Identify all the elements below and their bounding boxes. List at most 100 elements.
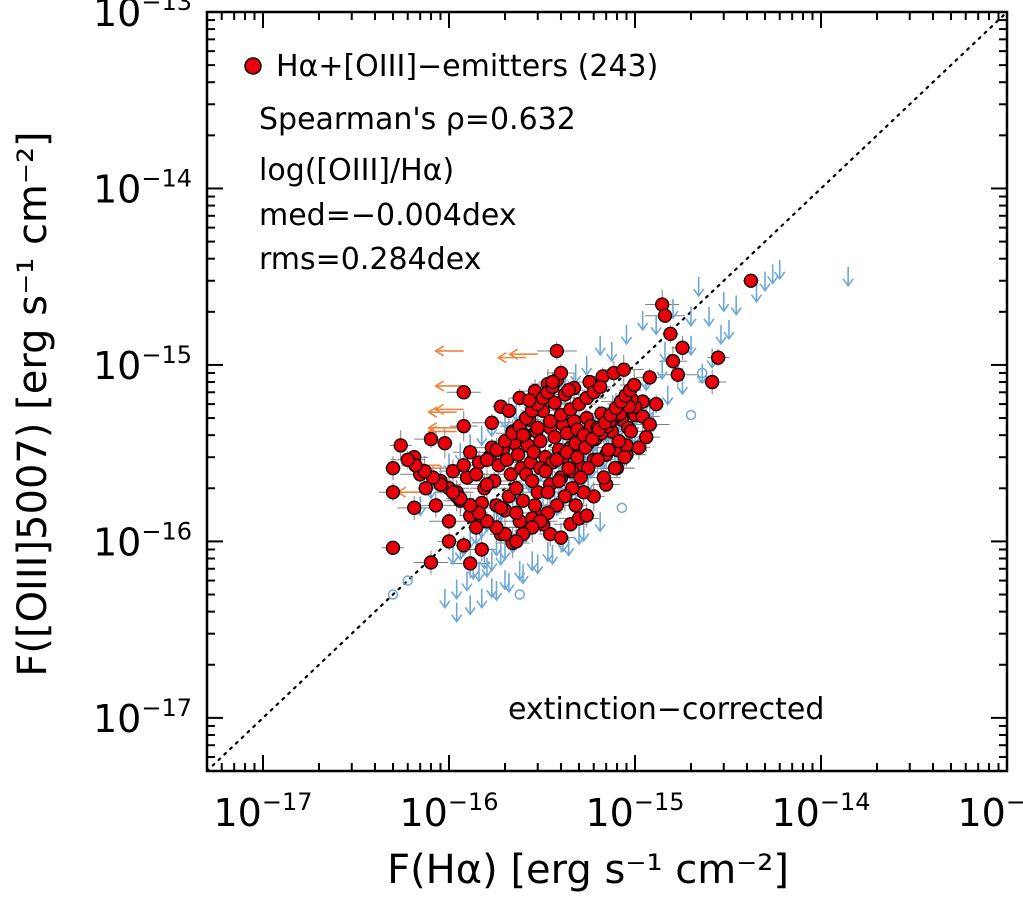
emitter-point [501, 403, 517, 418]
arrow-head [620, 336, 633, 346]
emitter-point [711, 350, 726, 365]
arrow-head [427, 422, 438, 434]
x-tick-label: 10−17 [213, 788, 312, 835]
emitter-point [675, 340, 690, 355]
emitter-point [642, 417, 657, 432]
oiii-upper-limit-arrow [481, 557, 493, 578]
oiii-upper-limit-arrow [499, 570, 511, 591]
emitter-point [663, 326, 678, 342]
emitter-point [549, 452, 564, 467]
arrow-head [703, 318, 715, 328]
arrow-head [723, 331, 735, 341]
arrow-head [606, 353, 618, 363]
oiii-upper-limit-arrow [581, 355, 593, 377]
emitter-point [561, 461, 576, 476]
arrow-head [451, 591, 463, 601]
emitter-point [493, 500, 508, 515]
oiii-upper-limit-arrow [486, 578, 498, 599]
y-tick-label: 10−16 [93, 517, 192, 564]
emitter-point [581, 461, 596, 476]
arrow-head [434, 380, 445, 392]
oiii-upper-limit-arrow [451, 579, 463, 601]
emitter-point [616, 362, 631, 377]
emitter-point [393, 438, 408, 453]
emitter-point [441, 534, 457, 549]
emitter-point [551, 473, 567, 489]
arrow-head [434, 403, 445, 416]
oiii-upper-limit-arrow [774, 259, 786, 281]
oiii-upper-limit-arrow [542, 542, 554, 563]
halpha-upper-limit-arrow [434, 403, 464, 416]
arrow-head [451, 614, 463, 624]
nondetection-point [402, 575, 413, 586]
emitter-point [385, 461, 401, 476]
oiii-upper-limit-arrow [578, 521, 590, 543]
emitter-point [479, 452, 495, 467]
emitter-point [705, 374, 720, 390]
oiii-upper-limit-arrow [703, 306, 715, 328]
emitter-point [456, 418, 471, 434]
emitter-point [515, 428, 531, 443]
emitter-point [593, 379, 608, 395]
x-tick-label: 10−13 [957, 788, 1023, 835]
arrow-head [514, 572, 526, 582]
emitter-point [525, 473, 540, 489]
emitter-point [407, 500, 422, 515]
arrow-head [427, 406, 438, 418]
arrow-head [594, 347, 606, 357]
emitter-point [509, 505, 524, 521]
arrow-head [696, 375, 708, 385]
arrow-head [542, 553, 554, 563]
oiii-upper-limit-arrow [439, 588, 451, 610]
reference-line-layer [205, 10, 1009, 773]
legend-marker-emitter [244, 57, 262, 75]
arrow-head [557, 543, 569, 553]
legend-label: Hα+[OIII]−emitters (243) [276, 49, 658, 84]
oiii-upper-limit-arrow [696, 364, 708, 385]
oiii-upper-limit-arrow [476, 426, 488, 447]
emitter-point [743, 273, 759, 288]
emitter-point [489, 442, 504, 458]
y-tick-label: 10−15 [93, 341, 192, 388]
emitter-point [484, 415, 500, 430]
emitter-point [579, 508, 594, 523]
oiii-upper-limit-arrow [662, 385, 674, 406]
halpha-upper-limit-arrow [434, 380, 464, 392]
oiii-upper-limit-arrow [563, 536, 575, 557]
arrow-head [476, 600, 488, 610]
halpha-upper-limit-arrow [434, 345, 464, 357]
emitter-point [545, 374, 560, 390]
arrow-head [750, 294, 763, 304]
emitter-point [456, 538, 471, 553]
arrow-head [467, 571, 479, 581]
arrow-head [578, 533, 590, 543]
x-tick-label: 10−16 [399, 788, 498, 835]
nondetection-point [685, 409, 697, 421]
emitter-point [522, 393, 537, 408]
oiii-upper-limit-arrow [451, 602, 463, 624]
emitter-point [601, 442, 616, 458]
oiii-upper-limit-arrow [473, 561, 485, 583]
arrow-head [464, 606, 476, 616]
emitter-point [570, 450, 585, 465]
ratio-annotation: log([OIII]/Hα) [259, 153, 454, 188]
emitter-point [441, 514, 457, 529]
arrow-head [581, 367, 593, 377]
one-to-one-line [205, 10, 1009, 773]
oiii-upper-limit-arrow [685, 306, 697, 328]
emitter-point [549, 343, 564, 359]
arrow-head [486, 428, 498, 438]
emitter-point [479, 477, 495, 492]
rms-annotation: rms=0.284dex [259, 242, 481, 277]
halpha-upper-limit-arrow [496, 351, 527, 364]
oiii-upper-limit-arrow [730, 295, 742, 316]
arrow-head [495, 557, 507, 567]
oiii-upper-limit-arrow [718, 292, 730, 313]
arrow-head [490, 547, 503, 557]
arrow-head [774, 271, 786, 281]
x-tick-label: 10−15 [585, 788, 684, 835]
arrow-head [447, 556, 459, 566]
arrow-head [461, 583, 473, 592]
arrow-head [685, 318, 697, 328]
